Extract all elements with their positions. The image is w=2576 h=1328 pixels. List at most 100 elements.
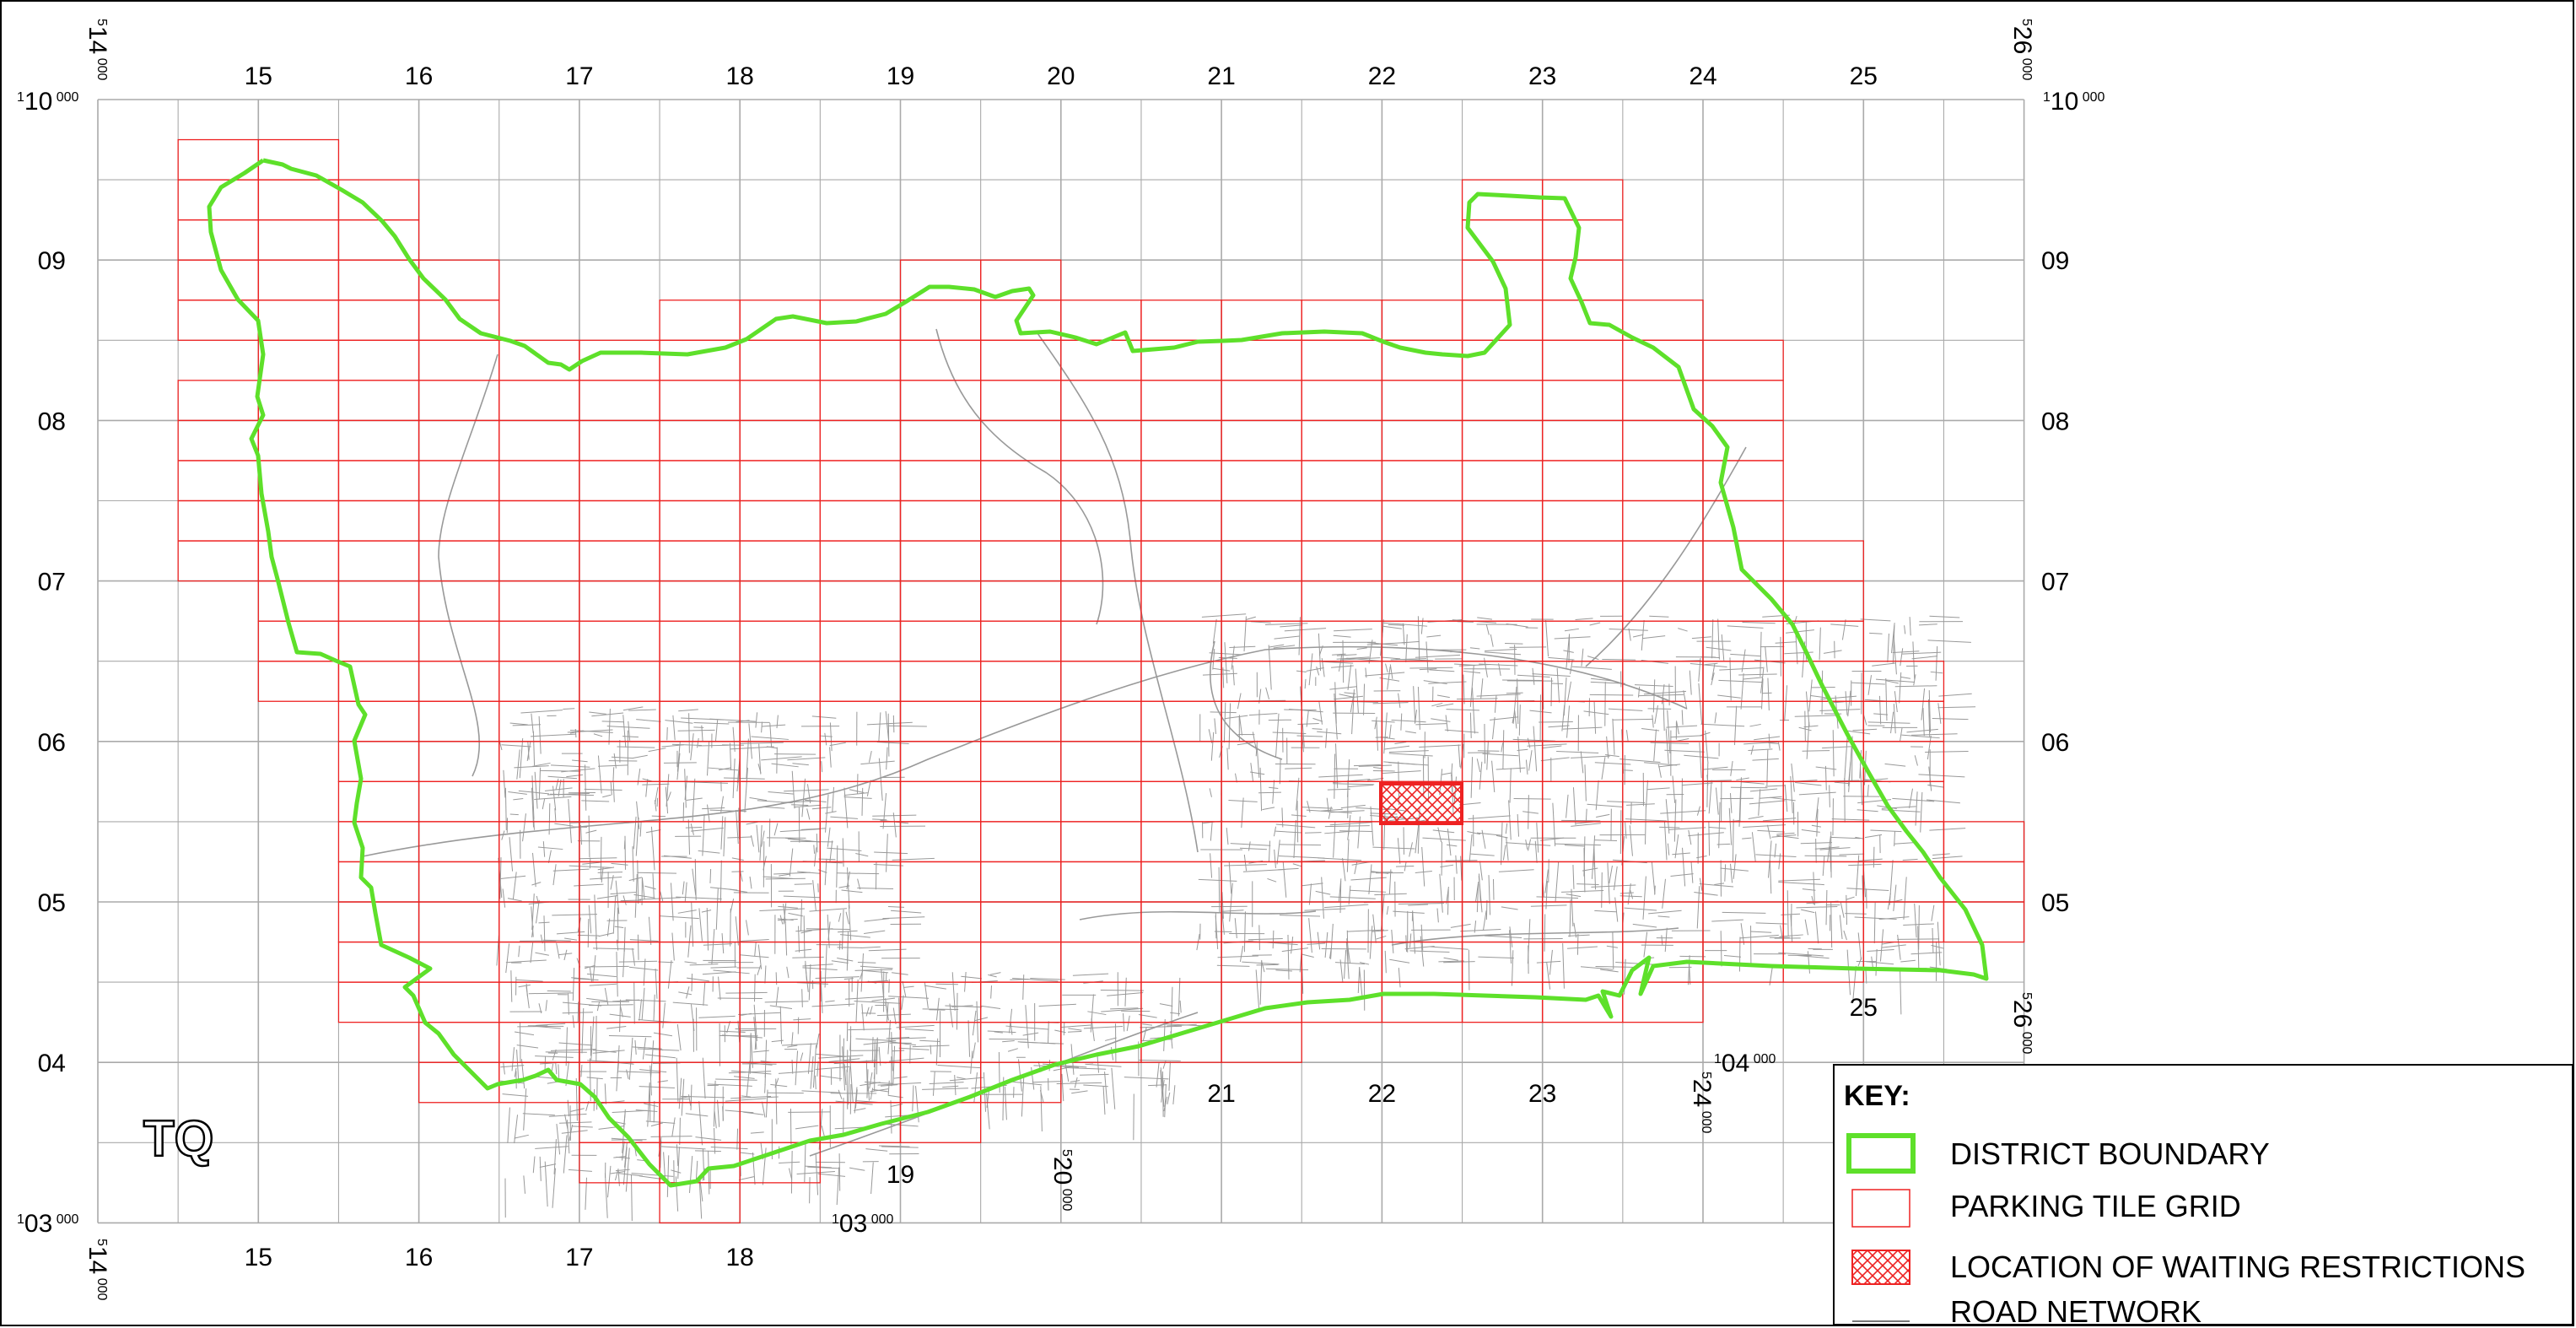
road-segment bbox=[1317, 731, 1342, 735]
road-segment bbox=[740, 742, 784, 744]
road-segment bbox=[1273, 826, 1277, 837]
northing-label-left: 09 bbox=[38, 247, 66, 275]
road-segment bbox=[531, 775, 535, 819]
road-segment bbox=[1358, 764, 1393, 767]
road-segment bbox=[1402, 623, 1405, 645]
road-segment bbox=[1658, 764, 1680, 768]
road-segment bbox=[800, 1052, 804, 1061]
road-segment bbox=[801, 778, 806, 818]
road-segment bbox=[1383, 622, 1428, 627]
road-segment bbox=[1307, 942, 1326, 945]
road-segment bbox=[1268, 645, 1272, 690]
road-segment bbox=[1742, 837, 1752, 839]
parking-tile bbox=[980, 460, 1062, 502]
road-segment bbox=[512, 724, 542, 726]
road-segment bbox=[1755, 854, 1797, 858]
road-segment bbox=[694, 1150, 721, 1153]
road-segment bbox=[569, 1124, 574, 1142]
road-segment bbox=[1563, 650, 1574, 653]
easting-label-top: 17 bbox=[565, 62, 593, 90]
parking-tile bbox=[418, 661, 500, 702]
road-segment bbox=[698, 908, 703, 942]
road-segment bbox=[1562, 943, 1565, 989]
road-segment bbox=[1605, 754, 1619, 758]
road-segment bbox=[1488, 875, 1491, 915]
parking-tile bbox=[819, 861, 902, 903]
road-segment bbox=[848, 1028, 892, 1031]
road-segment bbox=[888, 979, 890, 993]
road-segment bbox=[831, 960, 849, 964]
road-segment bbox=[1318, 633, 1322, 672]
road-segment bbox=[1854, 916, 1897, 920]
road-segment bbox=[1801, 909, 1815, 914]
road-segment bbox=[1476, 883, 1479, 913]
road-segment bbox=[1784, 784, 1788, 812]
road-segment bbox=[1581, 648, 1584, 667]
road-segment bbox=[1614, 897, 1619, 922]
road-segment bbox=[1700, 656, 1720, 658]
road-segment bbox=[1002, 1040, 1015, 1043]
road-segment bbox=[922, 1008, 959, 1010]
road-segment bbox=[865, 1060, 868, 1092]
road-segment bbox=[1160, 1067, 1165, 1107]
road-segment bbox=[1626, 803, 1655, 806]
road-segment bbox=[1216, 964, 1250, 967]
parking-tile bbox=[739, 419, 822, 462]
road-segment bbox=[691, 902, 694, 947]
road-segment bbox=[563, 708, 575, 710]
parking-tile bbox=[980, 901, 1062, 943]
road-segment bbox=[816, 1053, 847, 1057]
road-segment bbox=[1224, 642, 1228, 683]
road-segment bbox=[1256, 964, 1279, 966]
parking-tile bbox=[1221, 861, 1302, 903]
road-segment bbox=[702, 1057, 706, 1099]
road-segment bbox=[1699, 883, 1734, 888]
road-segment bbox=[618, 1071, 661, 1074]
road-segment bbox=[562, 1001, 602, 1007]
road-segment bbox=[720, 796, 724, 812]
road-segment bbox=[1729, 657, 1732, 701]
road-segment bbox=[1477, 617, 1493, 620]
road-segment bbox=[1894, 685, 1937, 688]
road-segment bbox=[1409, 842, 1413, 857]
road-segment bbox=[1757, 829, 1785, 833]
road-segment bbox=[1457, 621, 1474, 623]
road-segment bbox=[860, 965, 893, 969]
road-segment bbox=[1719, 667, 1764, 671]
road-segment bbox=[1083, 1084, 1108, 1088]
road-segment bbox=[591, 712, 624, 717]
parking-tile bbox=[1782, 700, 1864, 742]
road-segment bbox=[1758, 789, 1761, 816]
road-segment bbox=[1476, 832, 1502, 836]
road-segment bbox=[1723, 955, 1741, 958]
road-segment bbox=[844, 996, 885, 1000]
road-segment bbox=[607, 1165, 612, 1198]
road-segment bbox=[1846, 896, 1855, 900]
road-segment bbox=[1571, 666, 1612, 670]
road-segment bbox=[855, 1038, 897, 1042]
road-segment bbox=[1647, 708, 1672, 710]
road-segment bbox=[523, 1175, 525, 1194]
road-segment bbox=[1708, 826, 1727, 829]
road-segment bbox=[617, 1173, 643, 1177]
parking-tile bbox=[418, 1061, 500, 1104]
road-segment bbox=[1445, 715, 1448, 732]
road-segment bbox=[1870, 829, 1902, 833]
road-segment bbox=[720, 816, 724, 850]
road-segment bbox=[1778, 878, 1820, 882]
road-segment bbox=[1513, 798, 1551, 800]
parking-tile bbox=[1060, 300, 1142, 341]
road-segment bbox=[663, 855, 692, 859]
road-segment bbox=[1528, 750, 1533, 771]
road-segment bbox=[665, 720, 693, 724]
road-segment bbox=[534, 796, 572, 801]
northing-corner-right: 104 000 bbox=[1714, 1050, 1776, 1077]
road-segment bbox=[1242, 961, 1280, 965]
parking-tile bbox=[1060, 780, 1142, 823]
road-segment bbox=[746, 821, 758, 825]
road-segment bbox=[1857, 932, 1862, 961]
road-segment bbox=[1567, 946, 1598, 949]
road-segment bbox=[744, 767, 748, 812]
road-segment bbox=[1679, 955, 1706, 958]
